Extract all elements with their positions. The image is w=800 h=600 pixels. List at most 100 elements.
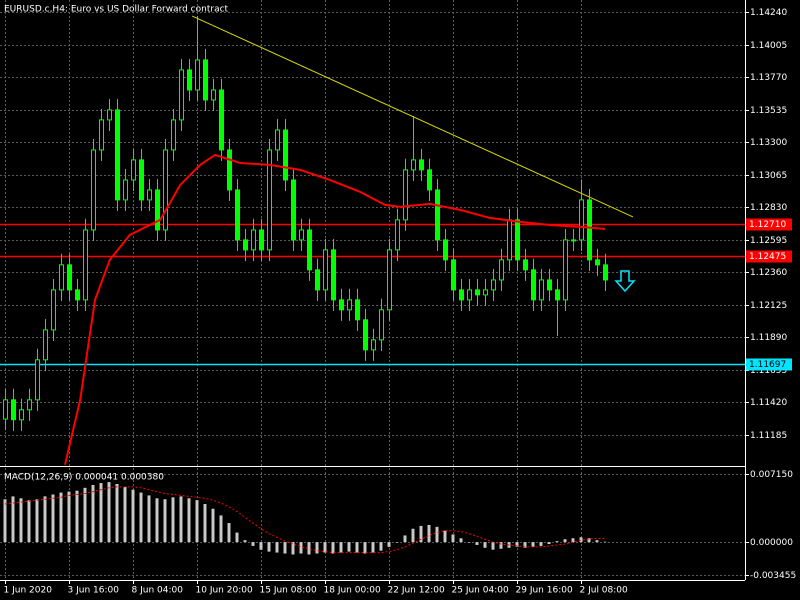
macd-bar [347,542,351,552]
candle-body [371,339,376,351]
price-label: 1.12475 [749,252,786,262]
y-tick-label: 1.14005 [750,41,787,51]
price-label-box [746,250,792,263]
candle-body [355,299,360,321]
macd-bar [139,492,143,543]
candle-body [347,299,352,311]
candle-body [603,264,608,281]
macd-bar [283,542,287,554]
macd-bar [547,542,551,544]
candle-body [307,229,312,271]
candle-body [51,289,56,331]
x-tick-label: 18 Jun 00:00 [324,586,381,596]
x-tick-label: 25 Jun 04:00 [452,586,509,596]
candle-body [219,89,224,151]
y-tick-label: 1.12125 [750,301,787,311]
candle-body [499,259,504,281]
candle-body [363,319,368,351]
candle-body [187,69,192,91]
macd-bar [67,491,71,543]
x-tick-label: 2 Jul 08:00 [580,586,629,596]
grid-layer [0,0,745,580]
candle-body [507,219,512,261]
candle-body [595,259,600,266]
y-tick-label: 1.11185 [750,431,787,441]
trendline [191,15,634,218]
macd-bar [459,538,463,543]
candle-body [83,229,88,301]
candle-body [539,279,544,301]
macd-bar [115,484,119,543]
candle-body [19,409,24,421]
macd-bar [435,526,439,543]
macd-bar [267,542,271,552]
macd-bar [411,528,415,543]
macd-bar [371,542,375,553]
macd-bar [387,542,391,547]
macd-bar [195,500,199,543]
candle-body [115,109,120,201]
candle-body [139,159,144,201]
candle-body [395,219,400,251]
macd-bar [219,515,223,543]
price-label: 1.11697 [749,360,786,370]
macd-bar [291,542,295,555]
candle-body [403,169,408,221]
macd-bar [395,542,399,543]
candle-body [419,159,424,171]
macd-bar [107,482,111,543]
macd-y-tick-label: 0.007150 [750,470,793,480]
candle-body [587,199,592,261]
macd-bar [59,492,63,543]
macd-bar [235,532,239,543]
candle-body [291,179,296,241]
x-tick-label: 3 Jun 16:00 [68,586,120,596]
macd-bar [51,494,55,543]
macd-bar [35,499,39,543]
candle-body [531,269,536,301]
candle-body [59,264,64,291]
y-tick-label: 1.12595 [750,236,787,246]
macd-bar [19,498,23,543]
candle-body [235,189,240,241]
candle-body [75,289,80,301]
candle-body [251,229,256,251]
moving-average [64,153,606,465]
macd-bar [155,498,159,543]
candle-body [323,249,328,291]
candle-body [27,399,32,411]
candle-body [43,329,48,361]
macd-bar [555,541,559,543]
macd-bar [243,540,247,543]
candle-body [547,279,552,291]
candle-body [99,119,104,151]
candle-body [571,239,576,242]
x-tick-label: 22 Jun 12:00 [388,586,445,596]
macd-bar [203,504,207,543]
candle-body [11,399,16,421]
macd-title: MACD(12,26,9) 0.000041 0.000380 [4,473,164,483]
macd-bar [451,534,455,543]
x-tick-label: 8 Jun 04:00 [132,586,184,596]
candle-body [483,289,488,296]
macd-y-tick-label: -0.003455 [750,571,796,581]
candle-body [147,189,152,201]
chart-title: EURUSD.c,H4: Euro vs US Dollar Forward c… [4,5,229,15]
candle-body [211,89,216,101]
macd-bar [83,487,87,543]
candle-body [67,264,72,291]
candle-body [491,279,496,291]
candle-body [243,239,248,251]
macd-bar [427,524,431,543]
macd-bar [523,542,527,548]
y-tick-label: 1.12360 [750,268,787,278]
candle-body [435,189,440,241]
candle-body [459,289,464,301]
macd-bar [3,499,7,543]
macd-bar [315,542,319,554]
macd-bar [419,525,423,543]
macd-bar [443,530,447,543]
x-tick-label: 1 Jun 2020 [4,586,53,596]
